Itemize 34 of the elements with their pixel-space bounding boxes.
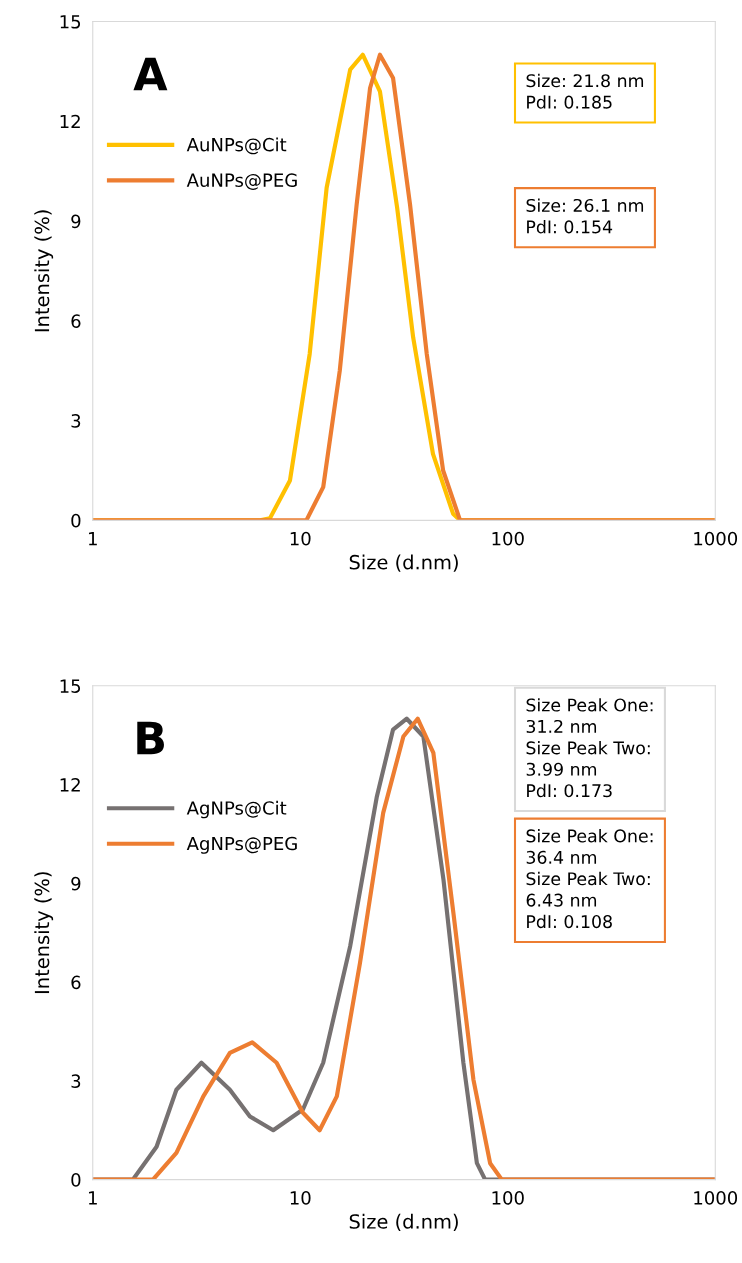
y-tick-label: 12 <box>60 778 80 792</box>
y-tick-label: 0 <box>71 1173 81 1187</box>
x-tick-label: 1000 <box>694 1191 738 1205</box>
x-tick-label: 100 <box>492 1191 524 1205</box>
annotation: A <box>133 57 168 91</box>
y-tick-label: 9 <box>71 876 81 891</box>
x-tick-label: 1000 <box>694 531 738 546</box>
annotation: Size Peak One: 31.2 nm Size Peak Two: 3.99 nm PdI: 0.173 <box>526 698 653 798</box>
x-tick-label: 10 <box>290 531 311 546</box>
legend-label: AgNPs@PEG <box>186 836 297 854</box>
annotation: Size: 26.1 nm PdI: 0.154 <box>526 198 644 234</box>
y-axis-title: Intensity (%) <box>34 872 54 994</box>
y-tick-label: 15 <box>60 15 81 29</box>
annotation: Size Peak One: 36.4 nm Size Peak Two: 6.43 nm PdI: 0.108 <box>526 829 653 929</box>
y-tick-label: 0 <box>71 513 81 528</box>
annotation: Size: 21.8 nm PdI: 0.185 <box>526 73 644 109</box>
x-tick-label: 1 <box>88 532 97 546</box>
y-tick-label: 3 <box>71 414 81 428</box>
y-axis-title: Intensity (%) <box>34 210 54 332</box>
legend-label: AgNPs@Cit <box>186 800 287 819</box>
y-tick-label: 12 <box>60 114 80 129</box>
y-tick-label: 9 <box>71 214 81 229</box>
y-tick-label: 3 <box>71 1074 81 1088</box>
y-tick-label: 6 <box>71 314 81 328</box>
x-tick-label: 1 <box>88 1191 97 1205</box>
x-tick-label: 100 <box>492 531 524 546</box>
y-tick-label: 15 <box>60 679 81 693</box>
y-tick-label: 6 <box>71 975 81 990</box>
legend-label: AuNPs@Cit <box>186 137 287 155</box>
x-axis-title: Size (d.nm) <box>349 554 458 572</box>
x-tick-label: 10 <box>290 1191 311 1205</box>
annotation: B <box>137 721 164 755</box>
x-axis-title: Size (d.nm) <box>349 1213 458 1232</box>
legend-label: AuNPs@PEG <box>186 173 297 190</box>
